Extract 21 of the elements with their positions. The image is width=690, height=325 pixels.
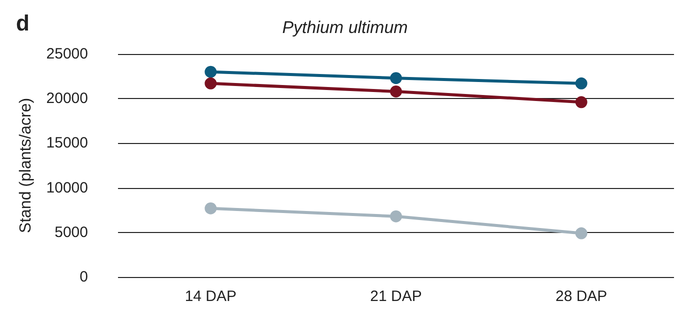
y-tick-label: 25000 <box>46 46 88 62</box>
point <box>390 210 402 222</box>
point <box>390 85 402 98</box>
y-tick-label: 20000 <box>46 90 88 108</box>
chart-title: Pythium ultimum <box>282 18 408 37</box>
y-tick-label: 0 <box>80 268 88 286</box>
point <box>575 227 588 240</box>
point <box>575 77 588 90</box>
point <box>575 96 588 108</box>
text: d <box>16 10 30 36</box>
x-tick-label: 14 DAP <box>184 288 237 305</box>
point <box>204 77 217 90</box>
point <box>204 202 217 214</box>
y-axis-title: Stand (plants/acre) <box>18 98 34 234</box>
point <box>204 66 217 78</box>
y-tick-label: 5000 <box>54 224 88 241</box>
x-tick-label: 21 DAP <box>370 288 422 305</box>
x-tick-label: 28 DAP <box>555 288 608 305</box>
point <box>390 72 402 84</box>
y-tick-label: 10000 <box>46 179 88 196</box>
y-tick-label: 15000 <box>46 134 88 152</box>
